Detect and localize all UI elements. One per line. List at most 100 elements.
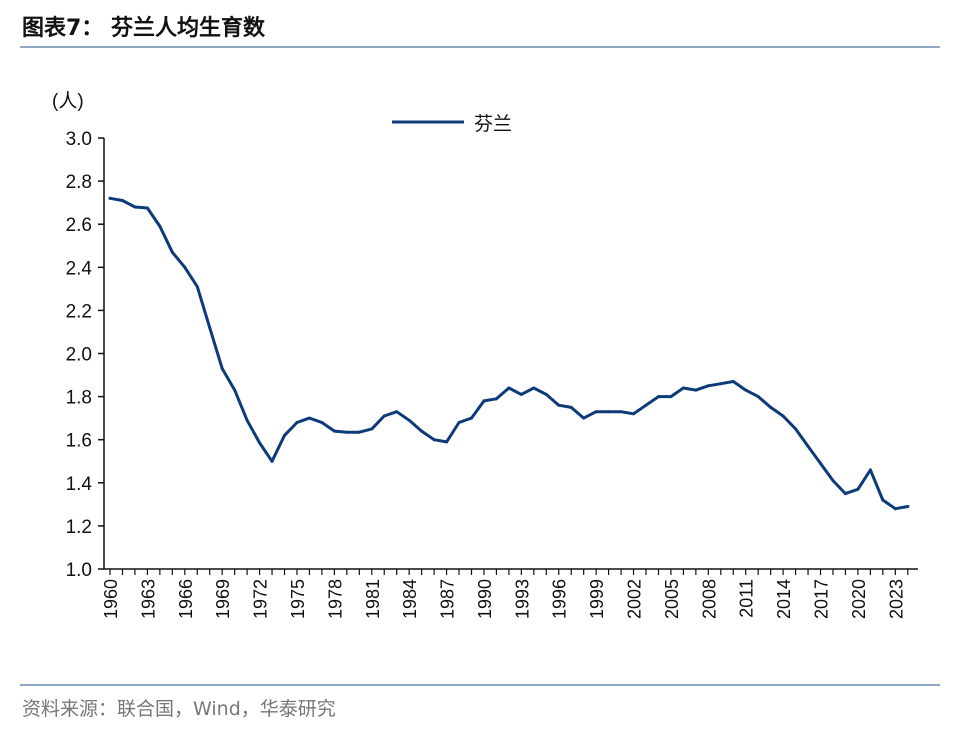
data-point bbox=[295, 421, 299, 424]
data-point bbox=[731, 380, 735, 383]
data-point bbox=[482, 399, 486, 403]
data-point bbox=[681, 386, 685, 390]
data-point bbox=[145, 206, 149, 210]
data-point bbox=[719, 382, 723, 386]
data-point bbox=[233, 388, 237, 392]
data-point bbox=[494, 397, 498, 401]
y-tick-label: 3.0 bbox=[66, 129, 92, 150]
data-point bbox=[270, 459, 274, 463]
data-point bbox=[582, 416, 586, 420]
data-point bbox=[806, 444, 810, 448]
data-point bbox=[332, 429, 336, 433]
x-tick-label: 2008 bbox=[699, 579, 719, 619]
data-point bbox=[694, 388, 698, 392]
x-tick-label: 1999 bbox=[587, 579, 607, 619]
y-tick-label: 1.0 bbox=[66, 560, 92, 581]
y-tick-label: 2.8 bbox=[66, 172, 92, 193]
data-point bbox=[519, 392, 523, 396]
data-point bbox=[906, 505, 910, 508]
data-point bbox=[594, 410, 598, 414]
data-point bbox=[619, 410, 623, 414]
data-point bbox=[769, 405, 773, 409]
data-point bbox=[868, 468, 872, 472]
y-tick-label: 1.6 bbox=[66, 431, 92, 452]
data-point bbox=[744, 388, 748, 392]
data-point bbox=[245, 418, 249, 422]
x-tick-label: 2014 bbox=[774, 579, 794, 619]
x-tick-label: 1975 bbox=[288, 579, 308, 619]
x-axis: 1960 1963 1966 1969 1972 1975 1978 1981 1984 1987… bbox=[101, 568, 918, 619]
data-point bbox=[432, 438, 436, 442]
x-tick-label: 1987 bbox=[438, 579, 458, 619]
data-point bbox=[283, 433, 286, 437]
data-point bbox=[856, 487, 860, 491]
data-point bbox=[657, 395, 660, 399]
data-point bbox=[345, 430, 349, 434]
data-point bbox=[158, 224, 162, 228]
data-point bbox=[893, 507, 897, 511]
x-tick-label: 2017 bbox=[812, 579, 832, 619]
x-tick-label: 2005 bbox=[662, 579, 682, 619]
chart-title: 图表7： 芬兰人均生育数 bbox=[22, 16, 265, 41]
series-line-finland bbox=[108, 196, 910, 511]
x-tick-label: 1963 bbox=[138, 579, 158, 619]
data-point bbox=[507, 386, 511, 390]
data-point bbox=[370, 427, 374, 431]
x-tick-label: 2020 bbox=[849, 579, 869, 619]
data-point bbox=[395, 410, 399, 414]
data-point bbox=[706, 384, 710, 388]
data-point bbox=[569, 405, 573, 409]
data-point bbox=[407, 418, 411, 422]
top-divider bbox=[20, 46, 940, 48]
data-point bbox=[781, 414, 785, 418]
x-tick-label: 1993 bbox=[512, 579, 532, 619]
y-axis-unit: (人) bbox=[52, 90, 84, 112]
x-tick-label: 1990 bbox=[475, 579, 495, 619]
data-point bbox=[544, 392, 548, 396]
data-point bbox=[208, 326, 212, 330]
line-chart: 1.0 1.2 1.4 1.6 1.8 2.0 2.2 2.4 2.6 2.8 3.0 (人) 196… bbox=[52, 90, 918, 619]
data-point bbox=[881, 498, 885, 502]
x-tick-label: 2011 bbox=[737, 579, 757, 618]
data-point bbox=[183, 265, 187, 269]
x-tick-label: 2023 bbox=[886, 579, 906, 619]
data-point bbox=[108, 196, 112, 200]
x-tick-label: 1966 bbox=[176, 579, 196, 619]
data-point bbox=[756, 395, 760, 399]
data-point bbox=[357, 430, 361, 434]
x-tick-label: 1984 bbox=[400, 579, 420, 619]
legend: 芬兰 bbox=[392, 113, 512, 135]
x-tick-label: 1972 bbox=[251, 579, 271, 619]
data-point bbox=[632, 412, 635, 416]
y-tick-label: 1.2 bbox=[66, 517, 92, 538]
x-tick-label: 1996 bbox=[550, 579, 570, 619]
data-point bbox=[669, 395, 673, 399]
y-tick-label: 2.2 bbox=[66, 301, 92, 322]
y-tick-label: 1.8 bbox=[66, 388, 92, 409]
data-point bbox=[470, 416, 473, 420]
data-point bbox=[457, 421, 461, 424]
data-point bbox=[831, 479, 835, 483]
x-tick-label: 1978 bbox=[325, 579, 345, 619]
data-point bbox=[121, 199, 124, 202]
data-point bbox=[843, 492, 847, 496]
x-tick-label: 1960 bbox=[101, 579, 121, 619]
y-tick-label: 2.4 bbox=[66, 258, 93, 279]
data-point bbox=[607, 410, 611, 414]
y-tick-label: 2.6 bbox=[66, 215, 92, 236]
y-axis: 1.0 1.2 1.4 1.6 1.8 2.0 2.2 2.4 2.6 2.8 3.0 (人) bbox=[52, 90, 105, 581]
data-point bbox=[220, 367, 224, 371]
x-tick-label: 1981 bbox=[363, 579, 383, 619]
data-point bbox=[532, 386, 536, 390]
data-point bbox=[557, 403, 561, 407]
legend-label: 芬兰 bbox=[474, 113, 512, 135]
data-point bbox=[320, 421, 324, 424]
data-point bbox=[307, 416, 311, 420]
data-point bbox=[170, 250, 174, 254]
data-point bbox=[133, 205, 137, 209]
data-point bbox=[382, 414, 386, 418]
data-point bbox=[258, 441, 262, 445]
data-point bbox=[445, 440, 449, 444]
y-tick-label: 2.0 bbox=[66, 345, 92, 366]
data-point bbox=[420, 429, 424, 433]
